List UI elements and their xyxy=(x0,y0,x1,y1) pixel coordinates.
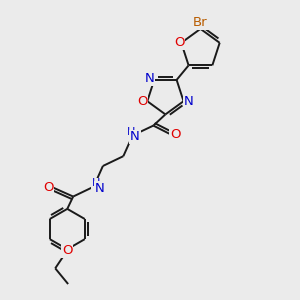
Text: H: H xyxy=(127,127,135,137)
Text: H: H xyxy=(92,178,100,188)
Text: N: N xyxy=(184,95,194,108)
Text: O: O xyxy=(43,181,53,194)
Text: O: O xyxy=(170,128,181,141)
Text: O: O xyxy=(62,244,73,257)
Text: N: N xyxy=(130,130,140,143)
Text: N: N xyxy=(144,72,154,85)
Text: N: N xyxy=(95,182,105,195)
Text: Br: Br xyxy=(193,16,208,29)
Text: O: O xyxy=(174,36,184,49)
Text: O: O xyxy=(137,95,148,108)
